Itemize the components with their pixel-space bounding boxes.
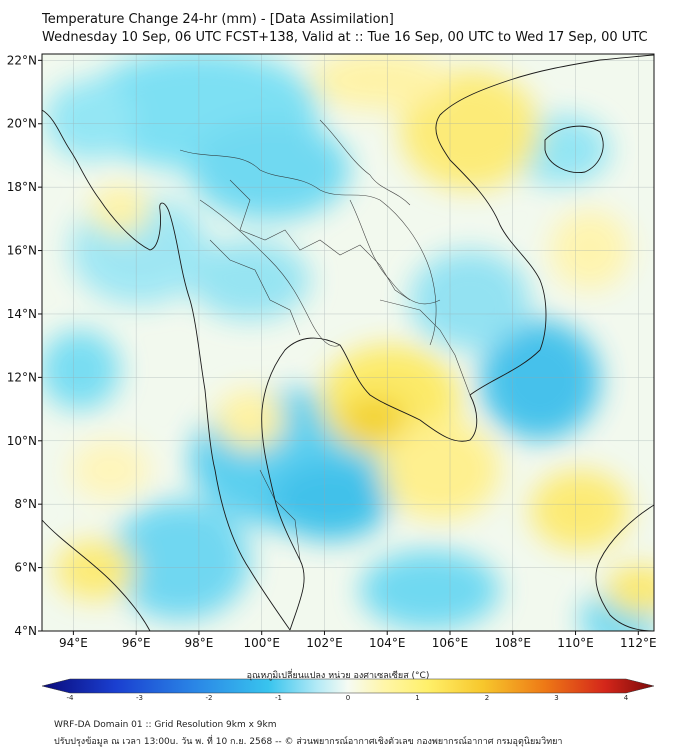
colorbar-tick-label: -1 — [275, 694, 282, 700]
map-title: Temperature Change 24-hr (mm) - [Data As… — [42, 12, 394, 27]
lon-label: 106°E — [432, 636, 469, 650]
colorbar-tick-label: 2 — [485, 694, 489, 700]
map-frame — [41, 53, 655, 632]
lat-label: 4°N — [14, 624, 37, 638]
lat-label: 12°N — [7, 370, 37, 384]
colorbar-tick-label: 3 — [554, 694, 558, 700]
grid-lines — [42, 54, 654, 631]
lat-label: 20°N — [7, 117, 37, 131]
colorbar-label: อุณหภูมิเปลี่ยนแปลง หน่วย องศาเซลเซียส (… — [246, 671, 430, 681]
colorbar-tick-label: -4 — [67, 694, 75, 700]
colorbar-tick-label: 1 — [415, 694, 419, 700]
lat-label: 14°N — [7, 307, 37, 321]
temperature-field — [42, 54, 654, 631]
map-subtitle: Wednesday 10 Sep, 06 UTC FCST+138, Valid… — [42, 30, 648, 45]
coastlines — [42, 54, 654, 631]
colorbar-tick-label: 0 — [346, 694, 350, 700]
lat-label: 6°N — [14, 561, 37, 575]
colorbar-tick-label: -3 — [136, 694, 143, 700]
colorbar-tick-label: -2 — [206, 694, 213, 700]
lon-label: 96°E — [122, 636, 151, 650]
lon-label: 108°E — [495, 636, 532, 650]
lon-label: 98°E — [184, 636, 213, 650]
footer-resolution: WRF-DA Domain 01 :: Grid Resolution 9km … — [54, 720, 277, 730]
lon-label: 112°E — [620, 636, 657, 650]
lon-label: 102°E — [306, 636, 343, 650]
lat-label: 18°N — [7, 180, 37, 194]
forecast-map: 94°E 96°E 98°E 100°E 102°E 104°E 106°E 108°E 110… — [7, 53, 657, 700]
borders — [179, 119, 471, 561]
lat-label: 16°N — [7, 244, 37, 258]
colorbar: -4 -3 -2 -1 0 1 2 3 4 — [41, 678, 655, 700]
lon-label: 110°E — [557, 636, 594, 650]
footer-credit: ปรับปรุงข้อมูล ณ เวลา 13:00u. วัน พ. ที่… — [54, 737, 563, 747]
colorbar-ticks: -4 -3 -2 -1 0 1 2 3 4 — [67, 694, 629, 700]
lat-label: 8°N — [14, 497, 37, 511]
lat-label: 22°N — [7, 53, 37, 67]
lon-label: 104°E — [369, 636, 406, 650]
colorbar-tick-label: 4 — [624, 694, 629, 700]
lon-label: 100°E — [243, 636, 280, 650]
longitude-labels: 94°E 96°E 98°E 100°E 102°E 104°E 106°E 108°E 110… — [59, 631, 657, 650]
lon-label: 94°E — [59, 636, 88, 650]
lat-label: 10°N — [7, 434, 37, 448]
latitude-labels: 22°N 20°N 18°N 16°N 14°N 12°N 10°N 8°N 6°N 4°N — [7, 53, 42, 638]
